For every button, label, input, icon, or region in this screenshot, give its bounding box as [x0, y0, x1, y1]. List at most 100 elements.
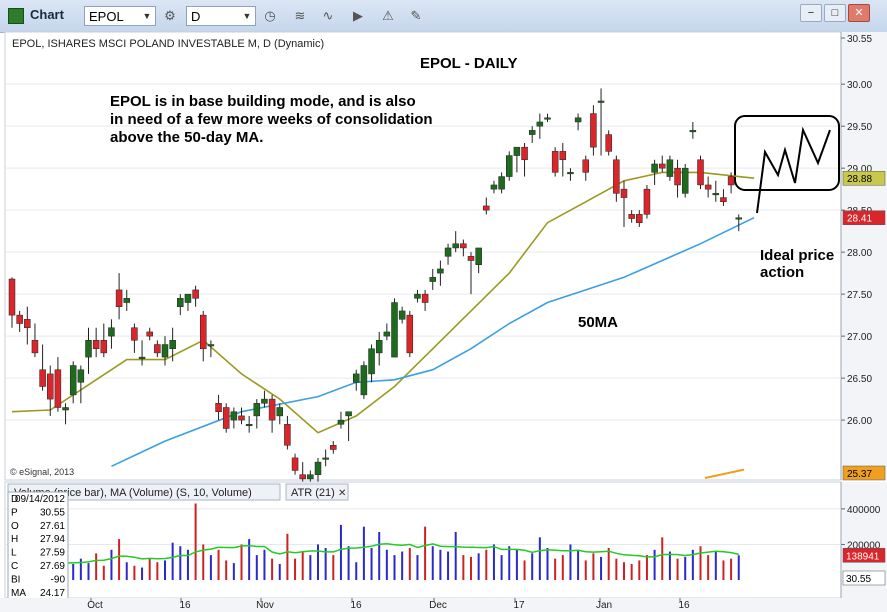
- time-axis: [0, 598, 887, 612]
- tab-atr[interactable]: [285, 483, 349, 501]
- candle-body: [636, 214, 643, 223]
- close-icon[interactable]: ✕: [338, 488, 346, 499]
- price-badge-label: 28.41: [847, 214, 872, 225]
- vol-tick-label: 200000: [847, 540, 881, 551]
- settings-icon[interactable]: ⚙: [164, 8, 176, 23]
- wave-icon[interactable]: ∿: [322, 8, 334, 23]
- chevron-down-icon[interactable]: ▼: [242, 11, 252, 21]
- maximize-button[interactable]: □: [824, 4, 846, 22]
- candle-body: [574, 117, 582, 123]
- line-chart-icon[interactable]: ≋: [294, 8, 306, 23]
- candle-body: [184, 293, 192, 303]
- alert-icon[interactable]: ⚠: [382, 8, 394, 23]
- volume-badge-label: 30.55: [846, 574, 871, 585]
- candle-body: [177, 298, 184, 307]
- symbol-combo[interactable]: EPOL ▼: [84, 6, 156, 26]
- candle-body: [54, 369, 62, 408]
- candle-body: [169, 340, 176, 349]
- candle-body: [506, 155, 513, 177]
- close-button[interactable]: ✕: [848, 4, 870, 22]
- candle-body: [620, 188, 628, 198]
- data-row-value: 24.17: [40, 588, 65, 599]
- candle-body: [475, 247, 482, 265]
- candle-body: [307, 474, 314, 480]
- candle-body: [674, 167, 681, 186]
- clock-icon[interactable]: ◷: [264, 8, 276, 23]
- y-tick-label: 30.00: [847, 80, 872, 91]
- candle-body: [429, 277, 436, 282]
- play-icon[interactable]: ▶: [353, 8, 363, 23]
- price-pane[interactable]: [4, 31, 842, 481]
- candle-body: [605, 134, 612, 152]
- symbol-value: EPOL: [89, 9, 124, 24]
- candle-body: [245, 424, 253, 427]
- candle-body: [154, 344, 161, 354]
- minimize-button[interactable]: −: [800, 4, 822, 22]
- ma50-label: 50MA: [578, 314, 618, 331]
- data-row-label: D: [11, 494, 18, 505]
- interval-combo[interactable]: D ▼: [186, 6, 256, 26]
- candle-body: [108, 327, 115, 337]
- candle-body: [77, 369, 85, 383]
- annotation-line-3: above the 50-day MA.: [110, 129, 263, 146]
- window-title: Chart: [30, 7, 64, 22]
- volume-badge: [842, 548, 886, 563]
- data-window: [7, 491, 69, 605]
- x-tick-label: 17: [513, 600, 525, 611]
- y-tick-label: 30.55: [847, 34, 872, 45]
- candle-body: [444, 247, 452, 257]
- candle-body: [314, 461, 322, 475]
- candle-body: [375, 340, 383, 354]
- candle-body: [253, 403, 261, 417]
- data-row-value: 27.59: [40, 548, 65, 559]
- candle-body: [643, 188, 651, 215]
- candle-body: [161, 344, 169, 358]
- candle-body: [437, 268, 444, 274]
- candle-body: [215, 403, 222, 412]
- price-badge: [842, 170, 886, 186]
- y-tick-label: 26.50: [847, 374, 872, 385]
- annotation-line-2: in need of a few more weeks of consolida…: [110, 111, 433, 128]
- candle-body: [406, 314, 414, 354]
- chart-title: EPOL - DAILY: [420, 55, 518, 72]
- y-tick-label: 28.00: [847, 248, 872, 259]
- candle-body: [567, 172, 574, 175]
- candle-body: [536, 121, 544, 127]
- candle-body: [720, 197, 727, 203]
- chevron-down-icon[interactable]: ▼: [142, 11, 152, 21]
- data-row-label: C: [11, 561, 18, 572]
- volume-pane[interactable]: [4, 481, 842, 599]
- candle-body: [727, 176, 735, 186]
- candle-body: [24, 319, 31, 328]
- price-badge-label: 28.88: [847, 174, 872, 185]
- candle-body: [222, 407, 230, 429]
- price-axis[interactable]: [841, 32, 887, 480]
- candle-body: [689, 130, 697, 133]
- candle-body: [513, 146, 521, 156]
- candle-body: [712, 193, 720, 196]
- y-tick-label: 27.00: [847, 332, 872, 343]
- candle-body: [498, 176, 505, 190]
- candle-body: [299, 474, 306, 480]
- candle-body: [353, 373, 360, 383]
- candle-body: [85, 340, 92, 358]
- candle-body: [559, 151, 567, 161]
- candle-body: [544, 117, 551, 120]
- candle-body: [398, 310, 406, 320]
- draw-icon[interactable]: ✎: [410, 8, 422, 23]
- candle-body: [613, 159, 620, 194]
- candle-body: [100, 340, 108, 354]
- y-tick-label: 27.50: [847, 290, 872, 301]
- candle-body: [238, 415, 245, 421]
- candle-body: [284, 424, 291, 446]
- candle-body: [207, 344, 215, 347]
- data-row-label: O: [11, 521, 19, 532]
- tab-volume-label: Volume (price bar), MA (Volume) (S, 10, …: [14, 487, 252, 499]
- candle-body: [31, 340, 39, 354]
- candle-body: [330, 445, 337, 450]
- data-row-value: 09/14/2012: [15, 494, 65, 505]
- data-row-value: -90: [51, 574, 66, 585]
- ideal-box: [734, 115, 840, 191]
- candle-body: [261, 398, 268, 404]
